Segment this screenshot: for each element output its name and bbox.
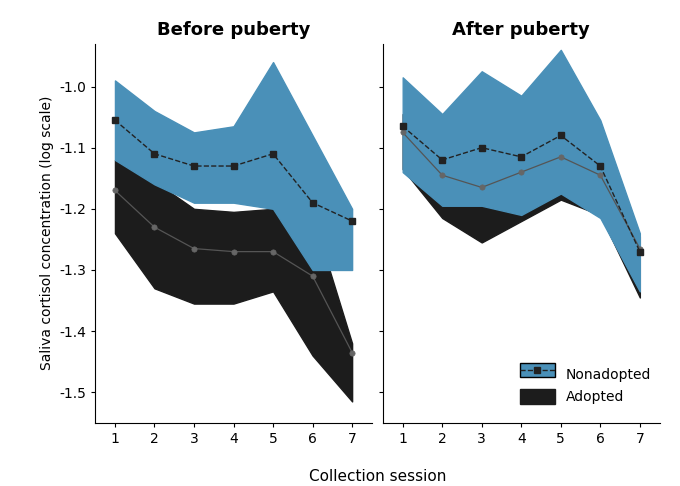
Text: Collection session: Collection session [309, 469, 446, 484]
Y-axis label: Saliva cortisol concentration (log scale): Saliva cortisol concentration (log scale… [39, 96, 54, 370]
Title: Before puberty: Before puberty [157, 21, 310, 39]
Title: After puberty: After puberty [452, 21, 590, 39]
Legend: Nonadopted, Adopted: Nonadopted, Adopted [516, 364, 656, 408]
